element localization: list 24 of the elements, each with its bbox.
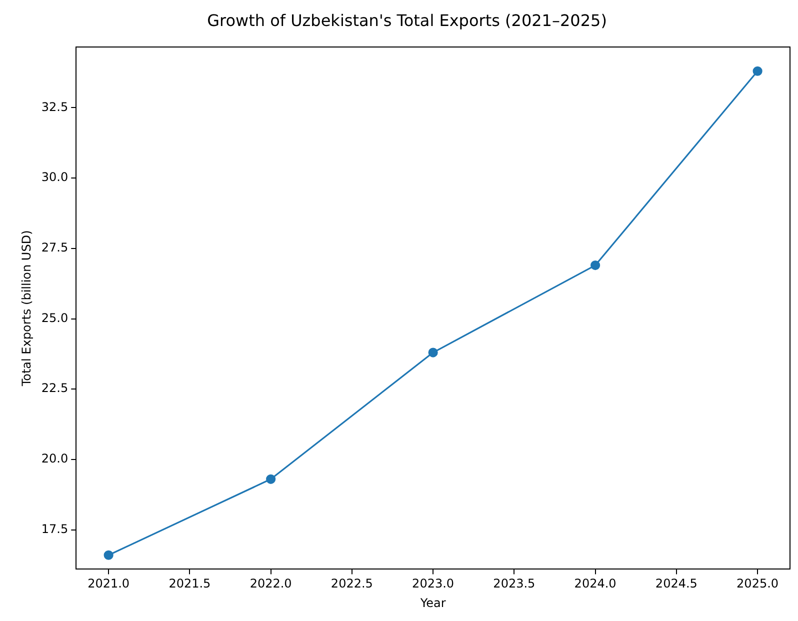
point [590,260,600,270]
point [428,348,438,358]
point [104,550,114,560]
y-tick-label: 30.0 [41,170,68,184]
chart-title: Growth of Uzbekistan's Total Exports (2021–2025) [207,10,607,30]
y-axis-title: Total Exports (billion USD) [19,230,34,388]
point [752,66,762,76]
y-tick-label: 27.5 [41,240,68,255]
y-tick-label: 17.5 [41,522,68,536]
y-tick-label: 20.0 [41,452,68,466]
x-axis-title: Year [419,596,446,610]
x-tick-label: 2021.0 [88,576,130,591]
point [266,474,276,484]
x-tick-label: 2023.0 [412,576,454,591]
x-tick-label: 2022.5 [330,576,373,591]
x-tick-label: 2023.5 [493,576,536,591]
x-tick-label: 2025.0 [736,576,779,591]
y-tick-label: 22.5 [41,381,68,396]
x-tick-label: 2024.5 [655,576,698,591]
y-tick-label: 32.5 [41,100,68,114]
x-tick-label: 2022.0 [250,576,292,591]
x-tick-label: 2024.0 [574,576,616,591]
x-tick-label: 2021.5 [168,576,211,591]
y-tick-label: 25.0 [41,310,68,325]
